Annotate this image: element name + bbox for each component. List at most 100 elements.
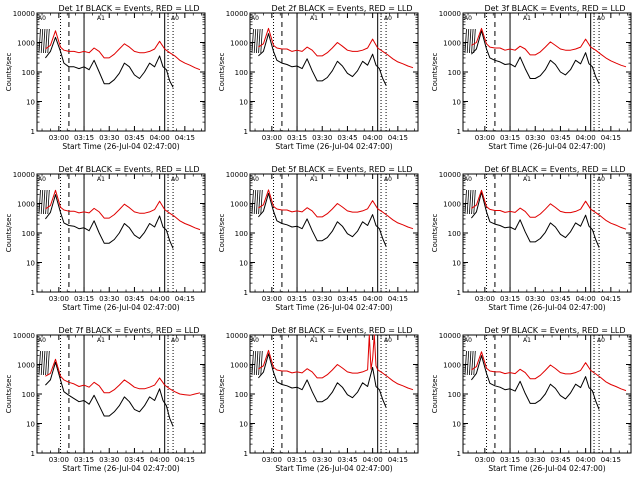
corner-mark: A0 bbox=[597, 15, 605, 22]
series-line-lld bbox=[45, 189, 201, 231]
x-axis-label: Start Time (26-Jul-04 02:47:00) bbox=[488, 303, 605, 312]
series-line-lld bbox=[258, 334, 414, 391]
x-axis-label: Start Time (26-Jul-04 02:47:00) bbox=[275, 303, 392, 312]
corner-mark: A0 bbox=[251, 176, 259, 183]
attenuator-hatch bbox=[47, 350, 50, 376]
x-tick-label: 04:15 bbox=[175, 456, 195, 464]
plot-frame bbox=[249, 12, 419, 132]
x-tick-label: 03:00 bbox=[475, 134, 495, 142]
attenuator-hatch bbox=[256, 28, 259, 54]
attenuator-hatch bbox=[466, 28, 470, 54]
attenuator-hatch bbox=[38, 28, 41, 54]
x-axis-label: Start Time (26-Jul-04 02:47:00) bbox=[62, 464, 179, 473]
attenuator-hatch bbox=[258, 28, 261, 54]
attenuator-hatch bbox=[469, 350, 472, 376]
attenuator-hatch bbox=[260, 28, 263, 54]
y-tick-label: 10000 bbox=[439, 332, 461, 340]
x-tick-label: 03:45 bbox=[550, 456, 570, 464]
x-axis-label: Start Time (26-Jul-04 02:47:00) bbox=[62, 303, 179, 312]
corner-mark: A1 bbox=[97, 337, 105, 344]
y-tick-label: 1000 bbox=[17, 40, 35, 48]
corner-mark: A0 bbox=[38, 337, 46, 344]
panel-title: Det 7f BLACK = Events, RED = LLD bbox=[58, 326, 199, 335]
y-tick-label: 10 bbox=[452, 421, 461, 429]
attenuator-hatch bbox=[256, 350, 259, 376]
series-line-lld bbox=[471, 27, 627, 68]
x-tick-label: 03:00 bbox=[49, 134, 69, 142]
attenuator-hatch bbox=[471, 28, 474, 54]
y-tick-label: 1 bbox=[244, 289, 248, 297]
corner-mark: A0 bbox=[597, 176, 605, 183]
x-tick-label: 03:30 bbox=[525, 456, 545, 464]
x-tick-label: 03:15 bbox=[287, 456, 307, 464]
corner-mark: A0 bbox=[597, 337, 605, 344]
x-tick-label: 04:15 bbox=[388, 456, 408, 464]
x-tick-label: 03:00 bbox=[475, 456, 495, 464]
series-line-events bbox=[45, 361, 174, 427]
y-tick-label: 10 bbox=[26, 99, 35, 107]
corner-mark: A0 bbox=[384, 337, 392, 344]
y-tick-label: 100 bbox=[448, 69, 461, 77]
attenuator-hatch bbox=[471, 189, 474, 215]
plot-frame bbox=[462, 334, 632, 454]
y-tick-label: 100 bbox=[22, 391, 35, 399]
panel-title: Det 9f BLACK = Events, RED = LLD bbox=[484, 326, 625, 335]
panel-title: Det 4f BLACK = Events, RED = LLD bbox=[58, 165, 199, 174]
x-tick-label: 04:15 bbox=[601, 456, 621, 464]
attenuator-hatch bbox=[258, 189, 261, 215]
series-line-events bbox=[258, 33, 387, 86]
x-tick-label: 03:30 bbox=[99, 134, 119, 142]
attenuator-hatch bbox=[253, 28, 257, 54]
attenuator-hatch bbox=[473, 189, 476, 215]
plot-frame bbox=[462, 173, 632, 293]
series-line-lld bbox=[471, 351, 627, 392]
detector-panel-7: 1 10 100 1000 10000 03:00 03:15 03:30 03:45 04:00… bbox=[5, 326, 206, 473]
corner-mark: A1 bbox=[310, 15, 318, 22]
attenuator-hatch bbox=[40, 350, 44, 376]
series-line-events bbox=[471, 355, 600, 410]
corner-mark: A0 bbox=[464, 337, 472, 344]
y-tick-label: 10 bbox=[239, 260, 248, 268]
attenuator-hatch bbox=[466, 350, 470, 376]
series-line-events bbox=[471, 191, 600, 248]
corner-mark: A1 bbox=[310, 337, 318, 344]
y-axis-label: Counts/sec bbox=[5, 375, 13, 414]
series-line-lld bbox=[258, 27, 414, 69]
y-tick-label: 1 bbox=[457, 128, 461, 136]
x-tick-label: 04:00 bbox=[576, 295, 596, 303]
x-tick-label: 03:15 bbox=[287, 295, 307, 303]
y-axis-label: Counts/sec bbox=[218, 53, 226, 92]
x-tick-label: 04:15 bbox=[601, 295, 621, 303]
corner-mark: A0 bbox=[251, 337, 259, 344]
x-axis-label: Start Time (26-Jul-04 02:47:00) bbox=[488, 142, 605, 151]
series-line-events bbox=[45, 194, 174, 249]
x-tick-label: 03:30 bbox=[312, 134, 332, 142]
attenuator-hatch bbox=[47, 189, 50, 215]
x-tick-label: 03:00 bbox=[49, 456, 69, 464]
y-axis-label: Counts/sec bbox=[218, 375, 226, 414]
x-tick-label: 03:15 bbox=[74, 134, 94, 142]
y-tick-label: 1 bbox=[31, 450, 35, 458]
x-tick-label: 03:15 bbox=[500, 134, 520, 142]
y-tick-label: 1000 bbox=[230, 362, 248, 370]
y-tick-label: 1000 bbox=[230, 201, 248, 209]
y-axis-label: Counts/sec bbox=[431, 375, 439, 414]
x-tick-label: 04:15 bbox=[388, 295, 408, 303]
detector-panel-1: 1 10 100 1000 10000 03:00 03:15 03:30 03:45 04:00… bbox=[5, 4, 206, 151]
y-tick-label: 1 bbox=[244, 128, 248, 136]
corner-mark: A0 bbox=[38, 176, 46, 183]
y-tick-label: 100 bbox=[235, 391, 248, 399]
attenuator-hatch bbox=[45, 350, 48, 376]
x-tick-label: 04:15 bbox=[388, 134, 408, 142]
attenuator-hatch bbox=[38, 189, 41, 215]
x-tick-label: 03:30 bbox=[99, 295, 119, 303]
attenuator-hatch bbox=[260, 189, 263, 215]
x-axis-label: Start Time (26-Jul-04 02:47:00) bbox=[275, 464, 392, 473]
x-axis-label: Start Time (26-Jul-04 02:47:00) bbox=[488, 464, 605, 473]
detector-panel-9: 1 10 100 1000 10000 03:00 03:15 03:30 03:45 04:00… bbox=[431, 326, 632, 473]
y-tick-label: 1 bbox=[31, 289, 35, 297]
y-tick-label: 1 bbox=[457, 289, 461, 297]
x-tick-label: 04:00 bbox=[363, 295, 383, 303]
attenuator-hatch bbox=[464, 350, 467, 376]
